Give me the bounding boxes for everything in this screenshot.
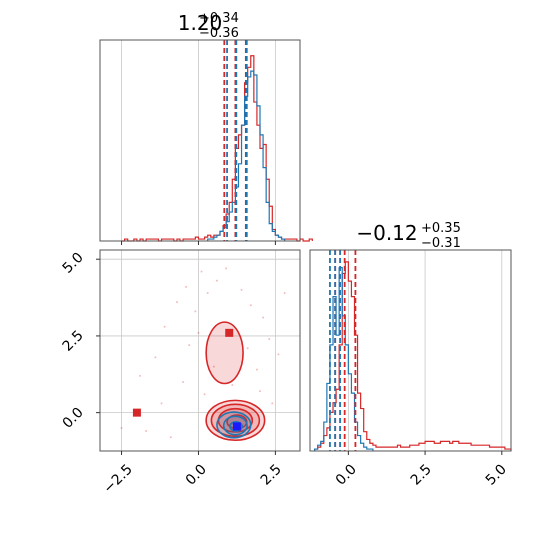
scatter-point-28 xyxy=(246,347,249,350)
scatter-point-25 xyxy=(120,426,123,429)
marker-series-a-0 xyxy=(232,422,241,431)
scatter-point-18 xyxy=(255,368,258,371)
scatter-point-8 xyxy=(185,285,188,288)
panel-frame-p3 xyxy=(99,249,301,452)
scatter-point-13 xyxy=(215,279,218,282)
scatter-point-27 xyxy=(197,331,200,334)
panel-frame-p4 xyxy=(309,249,512,452)
hist2-series-a xyxy=(314,267,374,451)
plot-data xyxy=(120,40,512,451)
title-param1: 1.20 xyxy=(178,11,223,35)
panel-frame-p1 xyxy=(99,39,301,242)
axis-ticks xyxy=(96,241,503,455)
scatter-point-22 xyxy=(283,291,286,294)
scatter-point-29 xyxy=(271,402,274,405)
scatter-point-21 xyxy=(277,353,280,356)
scatter-point-16 xyxy=(240,288,243,291)
scatter-point-7 xyxy=(188,344,191,347)
x-tick-label-3: 2.5 xyxy=(258,462,285,489)
x-tick-label-2: 0.0 xyxy=(183,462,210,489)
title-param2: −0.12 xyxy=(356,221,417,245)
contour-series-b-0 xyxy=(205,321,244,385)
scatter-point-0 xyxy=(139,374,141,377)
scatter-point-1 xyxy=(145,430,148,433)
marker-series-b-1 xyxy=(225,328,234,337)
scatter-point-26 xyxy=(160,402,163,405)
y-tick-label-1: 5.0 xyxy=(60,250,87,277)
scatter-point-17 xyxy=(249,304,252,307)
title-param2-lower: −0.31 xyxy=(421,236,461,251)
hist1-series-a xyxy=(207,70,286,241)
x2-tick-label-3: 5.0 xyxy=(483,462,510,489)
x-tick-label-1: −2.5 xyxy=(100,462,135,497)
marker-series-b-0 xyxy=(132,408,141,417)
title-param1-value: 1.20 xyxy=(178,11,223,35)
hist2-series-b xyxy=(314,261,512,451)
scatter-point-20 xyxy=(268,337,271,340)
x2-tick-label-2: 2.5 xyxy=(408,462,435,489)
panel-frames xyxy=(99,39,512,452)
scatter-point-15 xyxy=(231,384,234,387)
y-tick-label-2: 2.5 xyxy=(60,328,87,355)
scatter-point-14 xyxy=(225,267,228,270)
hist1-series-b xyxy=(121,55,313,242)
scatter-point-19 xyxy=(262,316,265,319)
scatter-point-24 xyxy=(203,393,206,396)
scatter-point-3 xyxy=(163,325,166,328)
scatter-point-12 xyxy=(212,365,215,368)
scatter-point-6 xyxy=(182,380,185,383)
scatter-point-2 xyxy=(154,356,157,359)
scatter-point-10 xyxy=(200,270,203,273)
y-tick-label-3: 0.0 xyxy=(60,405,87,432)
scatter-point-5 xyxy=(175,301,178,304)
title-param2-upper: +0.35 xyxy=(421,221,461,236)
title-param1-lower: −0.36 xyxy=(199,26,239,41)
grid-lines xyxy=(100,40,503,451)
scatter-point-9 xyxy=(194,310,197,313)
scatter-point-11 xyxy=(206,291,209,294)
scatter-point-23 xyxy=(259,390,261,393)
title-param2-value: −0.12 xyxy=(356,221,417,245)
title-param1-upper: +0.34 xyxy=(199,11,239,26)
x2-tick-label-1: 0.0 xyxy=(333,462,360,489)
scatter-point-4 xyxy=(169,436,172,439)
